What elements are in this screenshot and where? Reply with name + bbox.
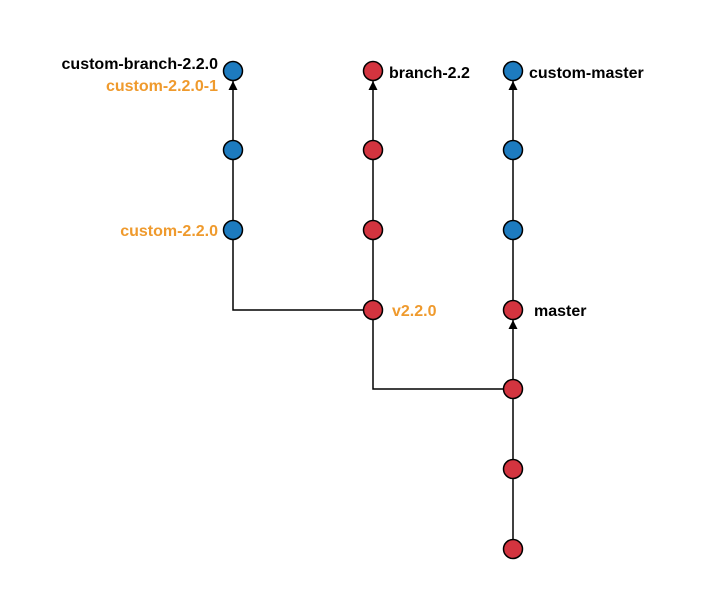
commit-nodes <box>222 60 524 560</box>
edge-b1-c1-fork <box>232 230 373 311</box>
commit-node-b1-v220 <box>362 299 384 321</box>
commit-node-cm2 <box>502 139 524 161</box>
commit-node-cm1 <box>502 219 524 241</box>
commit-node-cm3-custom-master <box>502 60 524 82</box>
commit-node-m1 <box>502 538 524 560</box>
commit-node-b2 <box>362 219 384 241</box>
tag-label-custom-220-1: custom-2.2.0-1 <box>106 78 218 95</box>
commit-node-c3-custom-branch <box>222 60 244 82</box>
tag-label-custom-220: custom-2.2.0 <box>120 223 218 240</box>
tag-label-v220: v2.2.0 <box>392 303 437 320</box>
branch-label-custom-branch-220: custom-branch-2.2.0 <box>62 56 219 73</box>
commit-node-m2 <box>502 458 524 480</box>
commit-node-m4-master <box>502 299 524 321</box>
branch-label-custom-master: custom-master <box>529 65 644 82</box>
branch-label-master: master <box>534 303 586 320</box>
commit-edges <box>228 81 518 549</box>
ref-labels: custom-branch-2.2.0 custom-2.2.0-1 custo… <box>62 56 644 320</box>
commit-node-m3 <box>502 378 524 400</box>
commit-node-c1-custom-220 <box>222 219 244 241</box>
commit-node-b4-branch-22 <box>362 60 384 82</box>
branch-label-branch-22: branch-2.2 <box>389 65 470 82</box>
commit-node-c2 <box>222 139 244 161</box>
commit-node-b3 <box>362 139 384 161</box>
edge-m3-b1-fork <box>372 310 513 390</box>
